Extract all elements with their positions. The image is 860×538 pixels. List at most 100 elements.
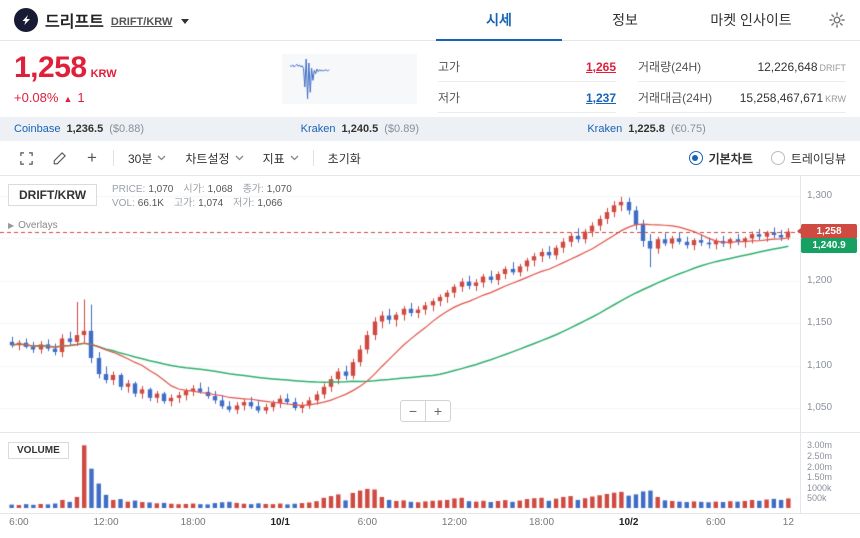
time-axis: 6:00 12:00 18:00 10/1 6:00 12:00 18:00 10/2 6:00… (0, 514, 860, 533)
trade-value-24h-label: 거래대금(24H) (638, 91, 713, 105)
draw-button[interactable] (47, 146, 71, 170)
exchange-price: 1,240.5 (341, 123, 379, 135)
time-axis-label: 12:00 (93, 517, 119, 528)
chart-symbol-box: DRIFT/KRW (8, 184, 98, 206)
interval-label: 30분 (128, 151, 153, 166)
current-price: 1,258 (14, 51, 87, 84)
chart-info-value: 1,074 (198, 198, 224, 209)
toolbar-divider (113, 150, 114, 166)
exchange-price: 1,236.5 (66, 123, 104, 135)
chart-info-value: 1,070 (266, 184, 292, 195)
tab-info[interactable]: 정보 (612, 12, 638, 28)
overlays-toggle[interactable]: ▶ Overlays (8, 220, 58, 231)
chevron-down-icon (157, 155, 166, 161)
tab-market-insight[interactable]: 마켓 인사이트 (710, 12, 792, 28)
volume-axis-label: 3.00m (807, 440, 833, 451)
pencil-icon (53, 151, 66, 164)
volume-chart-canvas[interactable] (0, 434, 800, 512)
chevron-down-icon (235, 155, 244, 161)
high-row: 고가 1,265 (438, 51, 616, 82)
chart-info-key: 고가: (173, 198, 196, 209)
exchange-ref-price: ($0.89) (384, 123, 420, 135)
axis-border (800, 176, 801, 513)
expand-icon (19, 151, 33, 165)
volume-pane-label: VOLUME (8, 442, 69, 459)
indicators-dropdown[interactable]: 지표 (258, 150, 304, 167)
exchange-ref-price: ($0.88) (109, 123, 145, 135)
radio-unchecked-icon (770, 151, 785, 165)
coin-dropdown-caret-icon[interactable] (181, 18, 190, 24)
time-axis-label: 12:00 (441, 517, 467, 528)
volume-axis-label: 500k (807, 493, 827, 504)
chart-info-key: VOL: (112, 198, 135, 209)
volume-axis: 3.00m 2.50m 2.00m 1.50m 1000k 500k (801, 434, 860, 512)
chart-info-value: 66.1K (137, 198, 164, 209)
price-axis-label: 1,300 (807, 190, 833, 201)
tab-price[interactable]: 시세 (436, 0, 562, 41)
top-bar: 드리프트 DRIFT/KRW 시세 정보 마켓 인사이트 (0, 0, 860, 41)
chevron-down-icon (290, 155, 299, 161)
exchange-price: 1,225.8 (628, 123, 665, 135)
volume-24h-value: 12,226,648 DRIFT (757, 60, 846, 74)
time-axis-label: 6:00 (9, 517, 29, 528)
coin-selector[interactable]: 드리프트 DRIFT/KRW (14, 0, 190, 40)
chart-toolbar: + 30분 차트설정 지표 초기화 기본차트 트레이딩뷰 (0, 141, 860, 176)
low-label: 저가 (438, 91, 461, 105)
interval-dropdown[interactable]: 30분 (123, 150, 171, 167)
sparkline-canvas (282, 54, 417, 104)
chart-mode-radios: 기본차트 트레이딩뷰 (688, 150, 846, 167)
chart-settings-dropdown[interactable]: 차트설정 (180, 150, 248, 167)
radio-tradingview[interactable]: 트레이딩뷰 (770, 150, 846, 167)
exchange-reference-bar: Coinbase 1,236.5 ($0.88) Kraken 1,240.5 … (0, 117, 860, 141)
volume-axis-label: 1000k (807, 482, 832, 493)
current-price-block: 1,258 KRW +0.08% ▲ 1 (14, 51, 204, 105)
exchange-item: Kraken 1,240.5 ($0.89) (287, 123, 574, 135)
pane-divider (0, 432, 860, 433)
time-axis-label: 6:00 (706, 517, 726, 528)
time-axis-label: 18:00 (529, 517, 555, 528)
drift-logo-icon (22, 15, 30, 25)
reset-button[interactable]: 초기화 (327, 151, 361, 166)
time-axis-label: 18:00 (180, 517, 206, 528)
volume-axis-label: 1.50m (807, 472, 833, 483)
indicators-label: 지표 (262, 151, 285, 166)
volume-unit: DRIFT (819, 63, 847, 73)
coin-logo (14, 8, 38, 32)
chart-info-value: 1,070 (148, 184, 174, 195)
fullscreen-button[interactable] (14, 146, 38, 170)
radio-basic-label: 기본차트 (708, 151, 753, 166)
radio-basic-chart[interactable]: 기본차트 (688, 150, 753, 167)
chart-info-value: 1,068 (207, 184, 233, 195)
chart-ohlc-info: PRICE: 1,070 시가: 1,068 종가: 1,070 VOL: 66.1K 고가:… (112, 183, 302, 211)
volume-axis-label: 2.00m (807, 461, 833, 472)
market-stats: 고가 1,265 저가 1,237 거래량(24H) 12,226,648 DRI… (438, 51, 846, 113)
volume-axis-label: 2.50m (807, 450, 833, 461)
exchange-item: Coinbase 1,236.5 ($0.88) (0, 123, 287, 135)
mini-sparkline (282, 54, 417, 104)
add-chart-button[interactable]: + (87, 148, 97, 167)
zoom-controls: − + (400, 400, 451, 422)
price-axis-label: 1,100 (807, 359, 833, 371)
time-axis-divider (0, 513, 860, 514)
low-value: 1,237 (585, 91, 616, 105)
low-row: 저가 1,237 (438, 82, 616, 113)
chart-settings-label: 차트설정 (185, 151, 230, 166)
main-tabs: 시세 정보 마켓 인사이트 (436, 0, 814, 41)
price-summary: 1,258 KRW +0.08% ▲ 1 고가 1,265 저가 1,237 거… (0, 41, 860, 117)
price-chart-canvas[interactable] (0, 176, 800, 431)
high-label: 고가 (438, 60, 461, 74)
coin-pair[interactable]: DRIFT/KRW (110, 15, 173, 28)
chart-info-key: 시가: (183, 184, 205, 195)
exchange-name[interactable]: Coinbase (14, 123, 61, 135)
exchange-name[interactable]: Kraken (300, 123, 336, 135)
zoom-out-button[interactable]: − (400, 400, 426, 422)
volume-value-column: 거래량(24H) 12,226,648 DRIFT 거래대금(24H) 15,25… (638, 51, 846, 113)
volume-24h-row: 거래량(24H) 12,226,648 DRIFT (638, 51, 846, 82)
exchange-name[interactable]: Kraken (587, 123, 623, 135)
exchange-item: Kraken 1,225.8 (€0.75) (573, 123, 860, 135)
zoom-in-button[interactable]: + (425, 400, 451, 422)
settings-button[interactable] (814, 0, 860, 40)
chart-info-key: 종가: (242, 184, 264, 195)
trade-value-unit: KRW (825, 94, 846, 104)
